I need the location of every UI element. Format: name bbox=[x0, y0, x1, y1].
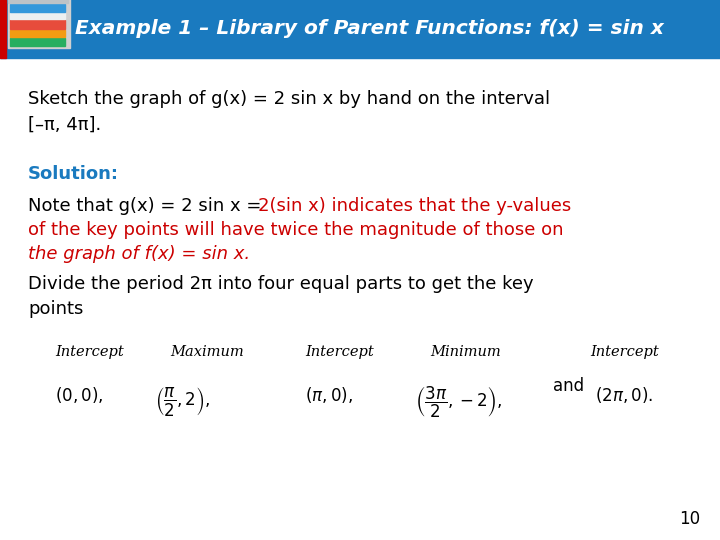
Text: Note that g(x) = 2 sin x =: Note that g(x) = 2 sin x = bbox=[28, 197, 267, 215]
Text: and: and bbox=[553, 377, 584, 395]
Bar bbox=[10, 13, 65, 19]
Text: Divide the period 2π into four equal parts to get the key: Divide the period 2π into four equal par… bbox=[28, 275, 534, 293]
Text: $\left(\dfrac{\pi}{2}, 2\right),$: $\left(\dfrac{\pi}{2}, 2\right),$ bbox=[155, 385, 210, 418]
Bar bbox=[10, 20, 65, 29]
Bar bbox=[10, 38, 65, 46]
Text: Minimum: Minimum bbox=[430, 345, 500, 359]
Text: the graph of f(x) = sin x.: the graph of f(x) = sin x. bbox=[28, 245, 250, 263]
Text: $(2\pi, 0).$: $(2\pi, 0).$ bbox=[595, 385, 653, 405]
Text: $(0, 0),$: $(0, 0),$ bbox=[55, 385, 104, 405]
Bar bbox=[0, 0, 720, 58]
Bar bbox=[0, 0, 6, 58]
Text: [–π, 4π].: [–π, 4π]. bbox=[28, 116, 102, 134]
Text: $(\pi, 0),$: $(\pi, 0),$ bbox=[305, 385, 353, 405]
Text: Sketch the graph of g(x) = 2 sin x by hand on the interval: Sketch the graph of g(x) = 2 sin x by ha… bbox=[28, 90, 550, 108]
Text: 2(sin x) indicates that the y-values: 2(sin x) indicates that the y-values bbox=[258, 197, 571, 215]
Text: Maximum: Maximum bbox=[170, 345, 244, 359]
Text: points: points bbox=[28, 300, 84, 318]
Bar bbox=[10, 4, 65, 12]
Text: $\left(\dfrac{3\pi}{2}, -2\right),$: $\left(\dfrac{3\pi}{2}, -2\right),$ bbox=[415, 385, 503, 420]
Text: Solution:: Solution: bbox=[28, 165, 119, 183]
Bar bbox=[8, 0, 68, 3]
Text: Example 1 – Library of Parent Functions: f(x) = sin x: Example 1 – Library of Parent Functions:… bbox=[75, 19, 664, 38]
Text: of the key points will have twice the magnitude of those on: of the key points will have twice the ma… bbox=[28, 221, 564, 239]
Text: Intercept: Intercept bbox=[590, 345, 659, 359]
Text: Intercept: Intercept bbox=[305, 345, 374, 359]
Text: Intercept: Intercept bbox=[55, 345, 124, 359]
Bar bbox=[10, 30, 65, 37]
Text: 10: 10 bbox=[679, 510, 700, 528]
Bar bbox=[8, 0, 70, 48]
